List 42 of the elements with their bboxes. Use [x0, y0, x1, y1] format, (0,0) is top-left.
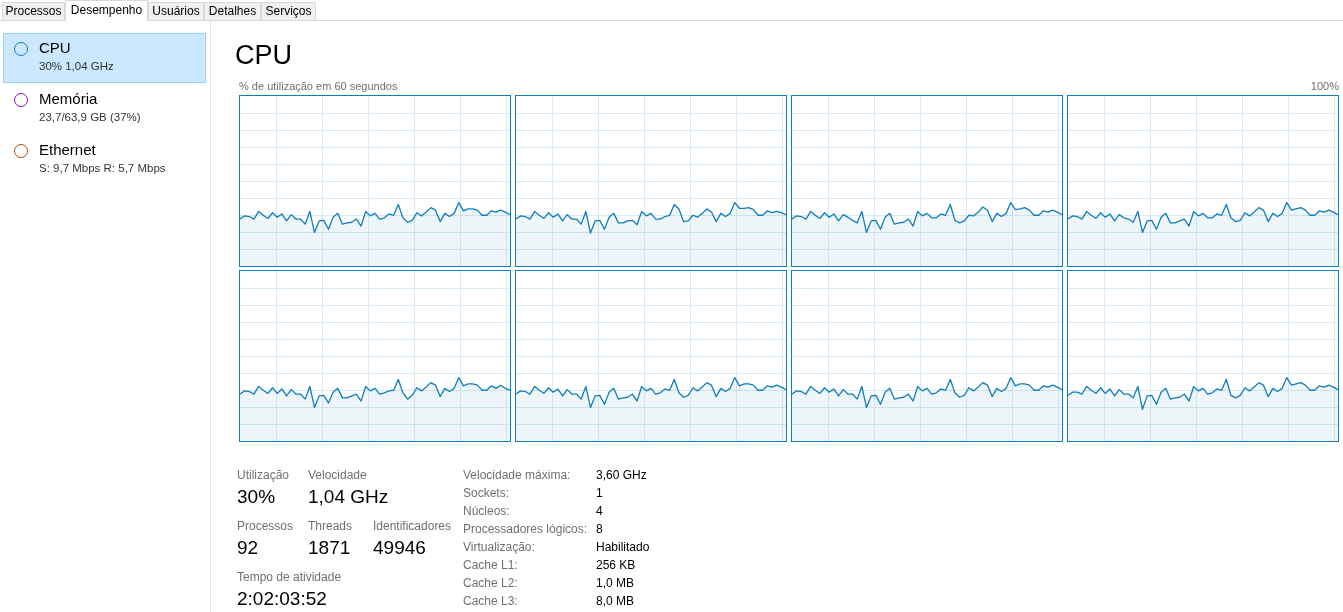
text: Velocidade máxima:	[463, 468, 571, 482]
text: 1,0 MB	[596, 576, 635, 590]
text: 2:02:03:52	[237, 588, 327, 610]
text: Virtualização:	[463, 540, 535, 554]
text: 4	[596, 504, 603, 518]
text: 8	[596, 522, 603, 536]
text: 1	[596, 486, 603, 500]
text: Cache L3:	[463, 594, 518, 608]
text: Identificadores	[373, 519, 452, 533]
text: 23,7/63,9 GB (37%)	[39, 111, 141, 123]
text: 92	[237, 537, 259, 559]
text: Processadores lógicos:	[463, 522, 588, 536]
text: Núcleos:	[463, 504, 510, 518]
chart-title: CPU	[235, 40, 293, 71]
text: Sockets:	[463, 486, 510, 500]
text: Ethernet	[39, 141, 96, 158]
text: Desempenho	[65, 0, 148, 21]
text: Memória	[39, 90, 98, 107]
text: Cache L2:	[463, 576, 518, 590]
text: 100%	[1310, 80, 1339, 92]
text: Cache L1:	[463, 558, 518, 572]
text: Habilitado	[596, 540, 650, 554]
text: 30%	[237, 486, 276, 508]
text: Processos	[237, 519, 294, 533]
text: CPU	[39, 39, 71, 56]
text: Velocidade	[308, 468, 367, 482]
text: 3,60 GHz	[596, 468, 647, 482]
text: 1,04 GHz	[308, 486, 389, 508]
text: Serviços	[261, 2, 316, 20]
text: % de utilização em 60 segundos	[239, 80, 398, 92]
text: Detalhes	[204, 2, 261, 20]
text: Threads	[308, 519, 353, 533]
text: Tempo de atividade	[237, 570, 342, 584]
text: 1871	[308, 537, 351, 559]
text: Usuários	[148, 2, 204, 20]
text: 8,0 MB	[596, 594, 635, 608]
text: 30% 1,04 GHz	[39, 60, 114, 72]
text: Processos	[2, 2, 65, 20]
text: S: 9,7 Mbps R: 5,7 Mbps	[39, 162, 166, 174]
text: Utilização	[237, 468, 290, 482]
text: 49946	[373, 537, 426, 559]
text: 256 KB	[596, 558, 636, 572]
